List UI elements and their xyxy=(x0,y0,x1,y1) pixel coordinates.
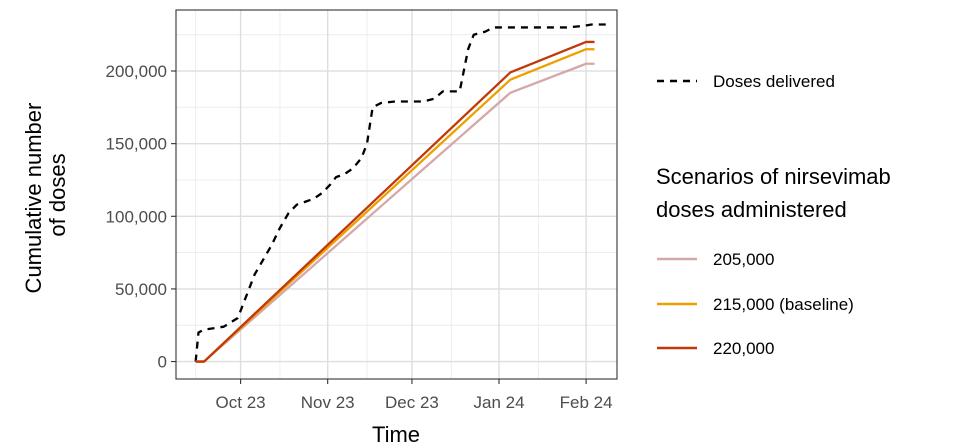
y-axis-title: Cumulative number of doses xyxy=(21,97,70,294)
legend-label-205000: 205,000 xyxy=(713,250,774,269)
series-layer xyxy=(194,23,606,363)
x-tick-label-0: Oct 23 xyxy=(216,393,266,412)
legend-label-doses-delivered: Doses delivered xyxy=(713,72,835,91)
y-tick-label-3: 150,000 xyxy=(106,135,167,154)
legend-title-line-2: doses administered xyxy=(656,197,847,222)
x-tick-label-2: Dec 23 xyxy=(385,393,439,412)
y-axis-title-line-1: Cumulative number xyxy=(21,103,46,294)
legend-title-line-1: Scenarios of nirsevimab xyxy=(656,164,891,189)
x-tick-label-4: Feb 24 xyxy=(560,393,613,412)
y-tick-label-1: 50,000 xyxy=(115,280,167,299)
legend: Doses delivered Scenarios of nirsevimab … xyxy=(656,72,897,358)
x-tick-label-1: Nov 23 xyxy=(301,393,355,412)
y-tick-label-2: 100,000 xyxy=(106,207,167,226)
major-gridlines xyxy=(176,10,617,379)
legend-title-scenarios: Scenarios of nirsevimab doses administer… xyxy=(656,164,897,222)
series-line-0 xyxy=(194,23,606,362)
x-tick-label-3: Jan 24 xyxy=(474,393,525,412)
plot-panel-background xyxy=(176,10,617,379)
x-axis: Oct 23 Nov 23 Dec 23 Jan 24 Feb 24 xyxy=(216,379,613,412)
x-axis-title: Time xyxy=(372,422,420,447)
y-tick-label-0: 0 xyxy=(158,353,167,372)
series-line-3 xyxy=(195,40,595,363)
legend-label-215000: 215,000 (baseline) xyxy=(713,295,854,314)
plot-panel-border xyxy=(175,9,618,380)
y-tick-label-4: 200,000 xyxy=(106,62,167,81)
legend-label-220000: 220,000 xyxy=(713,339,774,358)
y-axis: 0 50,000 100,000 150,000 200,000 xyxy=(106,62,176,372)
y-axis-title-line-2: of doses xyxy=(45,153,70,236)
